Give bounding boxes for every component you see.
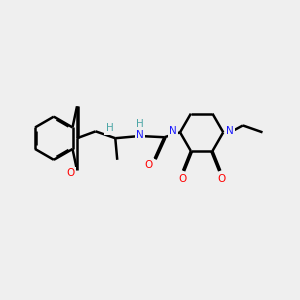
- Text: O: O: [145, 160, 153, 170]
- Text: O: O: [66, 168, 74, 178]
- Text: N: N: [226, 126, 234, 136]
- Text: O: O: [217, 173, 225, 184]
- Text: H: H: [136, 119, 144, 130]
- Text: N: N: [136, 130, 144, 140]
- Text: N: N: [169, 126, 177, 136]
- Text: O: O: [178, 173, 186, 184]
- Text: H: H: [106, 123, 113, 134]
